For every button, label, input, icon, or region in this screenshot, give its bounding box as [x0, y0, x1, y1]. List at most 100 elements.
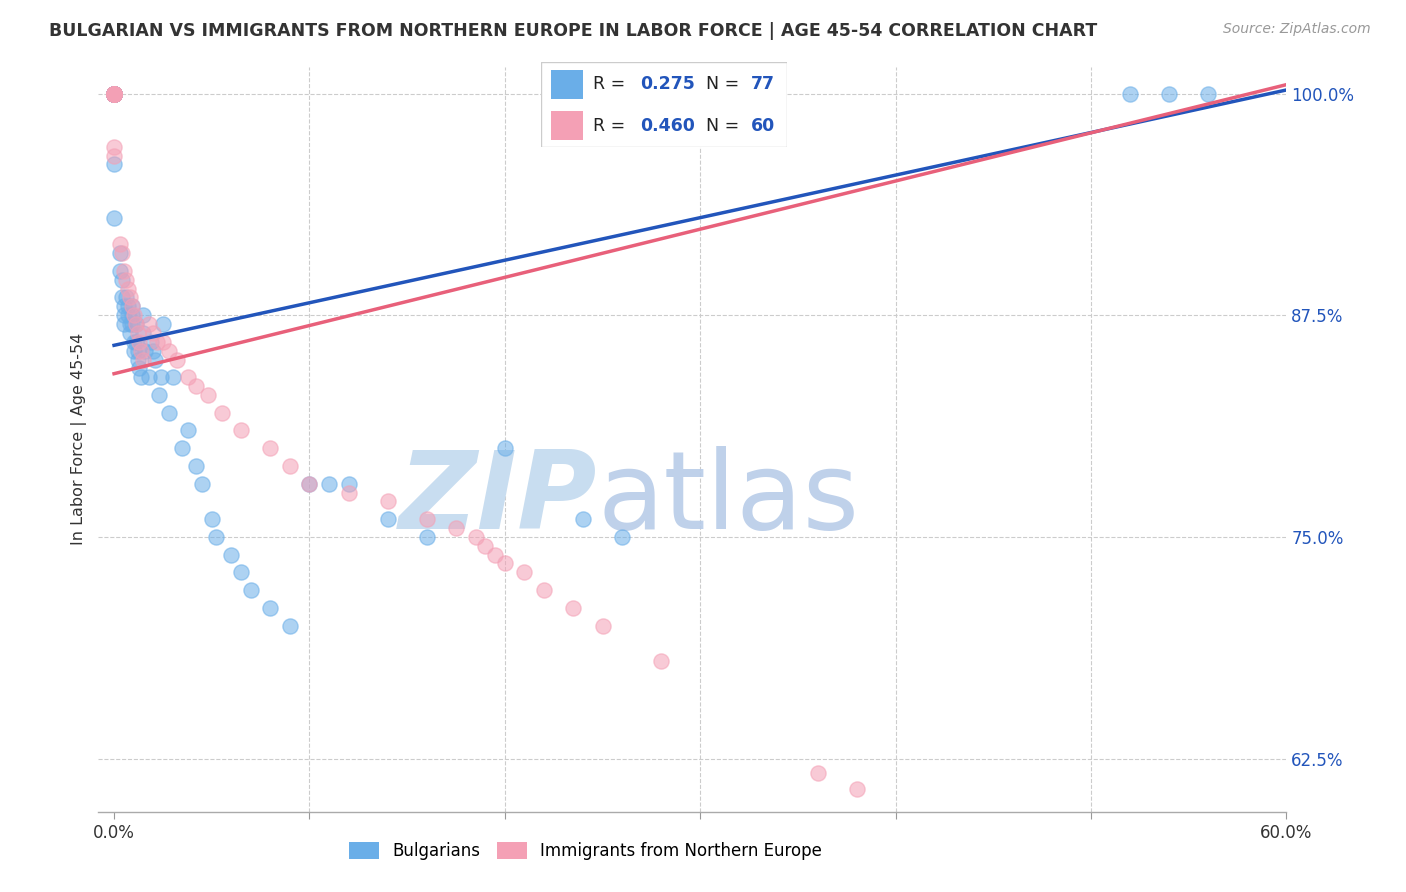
- Point: [103, 87, 125, 101]
- Point: [121, 299, 143, 313]
- Point: [138, 317, 160, 331]
- Point: [152, 334, 174, 349]
- Point: [127, 343, 149, 358]
- Point: [845, 781, 868, 796]
- Point: [121, 317, 143, 331]
- Point: [117, 282, 139, 296]
- FancyBboxPatch shape: [551, 111, 583, 139]
- Text: 77: 77: [751, 75, 775, 93]
- Point: [141, 334, 163, 349]
- Text: N =: N =: [706, 75, 745, 93]
- Point: [103, 87, 125, 101]
- Point: [513, 566, 536, 580]
- Point: [149, 370, 172, 384]
- Point: [117, 299, 139, 313]
- Point: [112, 299, 135, 313]
- Point: [118, 317, 141, 331]
- Point: [157, 406, 180, 420]
- Point: [103, 148, 125, 162]
- Point: [610, 530, 633, 544]
- Point: [259, 441, 281, 455]
- Point: [239, 582, 262, 597]
- Point: [103, 87, 125, 101]
- Point: [337, 485, 360, 500]
- Point: [127, 326, 149, 340]
- Point: [111, 273, 134, 287]
- Point: [572, 512, 595, 526]
- Point: [142, 343, 165, 358]
- Point: [278, 618, 301, 632]
- Point: [204, 530, 226, 544]
- Point: [112, 264, 135, 278]
- Point: [152, 317, 174, 331]
- Y-axis label: In Labor Force | Age 45-54: In Labor Force | Age 45-54: [72, 334, 87, 545]
- Point: [415, 512, 437, 526]
- Point: [134, 343, 156, 358]
- Point: [1159, 87, 1181, 101]
- Point: [592, 618, 614, 632]
- Point: [103, 87, 125, 101]
- Point: [103, 87, 125, 101]
- Point: [148, 388, 170, 402]
- Text: ZIP: ZIP: [399, 446, 598, 552]
- Point: [103, 87, 125, 101]
- Point: [103, 87, 125, 101]
- Text: R =: R =: [593, 117, 631, 135]
- Point: [562, 600, 585, 615]
- Point: [108, 264, 131, 278]
- Point: [121, 308, 143, 322]
- Point: [177, 370, 200, 384]
- Point: [103, 87, 125, 101]
- Point: [184, 458, 207, 473]
- Point: [142, 326, 165, 340]
- Point: [103, 87, 125, 101]
- Text: BULGARIAN VS IMMIGRANTS FROM NORTHERN EUROPE IN LABOR FORCE | AGE 45-54 CORRELAT: BULGARIAN VS IMMIGRANTS FROM NORTHERN EU…: [49, 22, 1098, 40]
- Point: [197, 388, 219, 402]
- Point: [103, 87, 125, 101]
- Point: [103, 87, 125, 101]
- FancyBboxPatch shape: [551, 70, 583, 99]
- Point: [484, 548, 506, 562]
- Point: [121, 299, 143, 313]
- Point: [108, 237, 131, 252]
- Point: [114, 273, 136, 287]
- Point: [127, 352, 149, 367]
- Point: [650, 654, 672, 668]
- Point: [103, 87, 125, 101]
- Point: [103, 87, 125, 101]
- Point: [103, 87, 125, 101]
- Point: [278, 458, 301, 473]
- Point: [132, 326, 155, 340]
- Point: [103, 87, 125, 101]
- Text: 60: 60: [751, 117, 775, 135]
- Point: [191, 476, 214, 491]
- Point: [172, 441, 194, 455]
- Point: [103, 211, 125, 225]
- Point: [124, 317, 146, 331]
- Point: [464, 530, 486, 544]
- Legend: Bulgarians, Immigrants from Northern Europe: Bulgarians, Immigrants from Northern Eur…: [342, 835, 828, 867]
- Point: [131, 343, 153, 358]
- Point: [132, 308, 155, 322]
- Point: [444, 521, 467, 535]
- Point: [103, 87, 125, 101]
- Point: [138, 370, 160, 384]
- Point: [103, 87, 125, 101]
- Point: [103, 157, 125, 171]
- Point: [103, 87, 125, 101]
- Point: [474, 539, 496, 553]
- Point: [114, 290, 136, 304]
- Text: 0.275: 0.275: [640, 75, 695, 93]
- Point: [118, 290, 141, 304]
- Point: [103, 87, 125, 101]
- Point: [166, 352, 188, 367]
- Point: [128, 361, 150, 376]
- Point: [103, 87, 125, 101]
- Point: [533, 582, 555, 597]
- Point: [122, 334, 145, 349]
- Point: [103, 139, 125, 153]
- Text: Source: ZipAtlas.com: Source: ZipAtlas.com: [1223, 22, 1371, 37]
- Point: [108, 246, 131, 260]
- FancyBboxPatch shape: [541, 62, 787, 147]
- Point: [494, 557, 516, 571]
